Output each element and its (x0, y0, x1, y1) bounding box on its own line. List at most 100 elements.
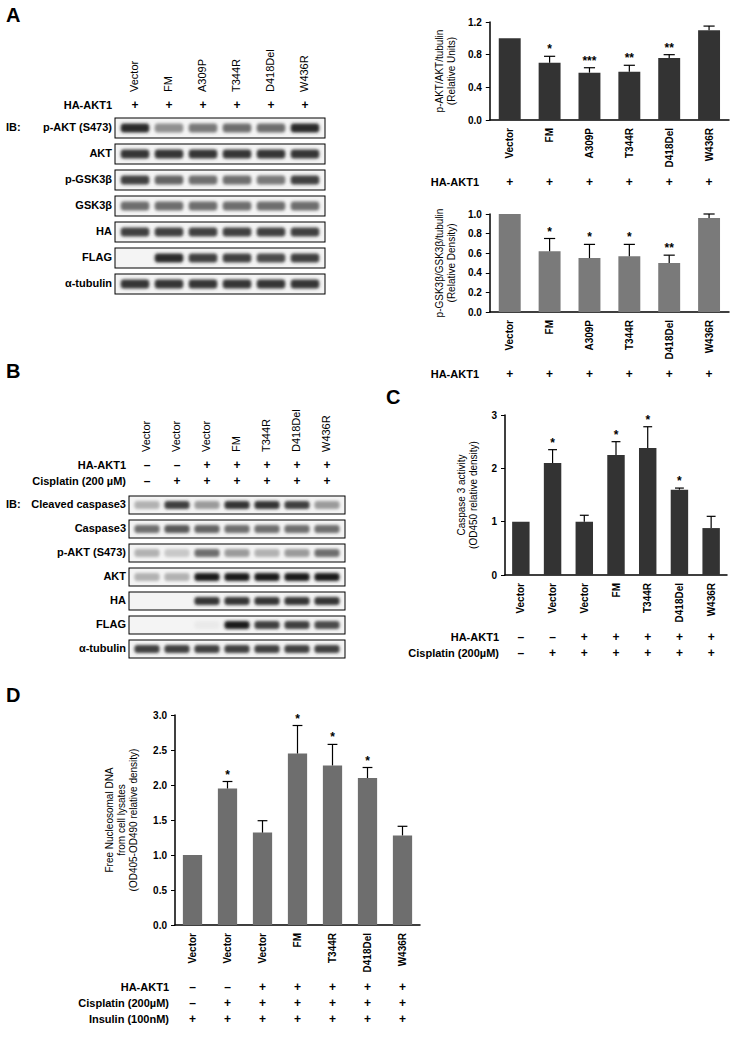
svg-text:*: * (365, 754, 370, 768)
svg-text:+: + (301, 98, 308, 112)
svg-text:HA-AKT1: HA-AKT1 (64, 99, 112, 111)
svg-text:GSK3β: GSK3β (75, 199, 112, 211)
svg-text:HA-AKT1: HA-AKT1 (78, 459, 126, 471)
svg-text:T344R: T344R (230, 59, 242, 92)
svg-text:+: + (293, 458, 300, 472)
svg-text:Vector: Vector (547, 583, 558, 614)
svg-text:*: * (627, 230, 632, 244)
svg-text:T344R: T344R (327, 932, 338, 963)
svg-text:0.0: 0.0 (468, 307, 482, 318)
svg-text:T344R: T344R (260, 419, 272, 452)
svg-text:+: + (506, 175, 513, 189)
svg-text:+: + (259, 996, 266, 1010)
svg-text:+: + (294, 996, 301, 1010)
svg-text:A309P: A309P (584, 320, 595, 351)
svg-text:+: + (706, 175, 713, 189)
svg-text:(Relative Units): (Relative Units) (446, 37, 457, 105)
svg-text:+: + (364, 980, 371, 994)
svg-text:Cisplatin (200µM): Cisplatin (200µM) (408, 647, 499, 659)
svg-text:0.6: 0.6 (468, 248, 482, 259)
svg-text:Vector: Vector (515, 583, 526, 614)
svg-text:*: * (295, 712, 300, 726)
svg-text:FLAG: FLAG (96, 618, 126, 630)
svg-text:D418Del: D418Del (664, 320, 675, 360)
svg-text:W436R: W436R (320, 415, 332, 452)
svg-text:Vector: Vector (504, 128, 515, 159)
svg-text:HA: HA (110, 594, 126, 606)
svg-text:+: + (293, 474, 300, 488)
svg-text:+: + (706, 367, 713, 381)
svg-text:p-AKT/AKT/tubulin: p-AKT/AKT/tubulin (434, 30, 445, 113)
svg-text:*: * (547, 225, 552, 239)
svg-text:D418Del: D418Del (362, 933, 373, 973)
svg-text:*: * (330, 730, 335, 744)
svg-text:Caspase 3 activity: Caspase 3 activity (456, 454, 467, 535)
svg-text:Insulin (100nM): Insulin (100nM) (89, 1013, 169, 1025)
svg-text:HA-AKT1: HA-AKT1 (431, 176, 479, 188)
svg-text:p-AKT (S473): p-AKT (S473) (43, 121, 112, 133)
svg-text:+: + (399, 980, 406, 994)
svg-text:+: + (199, 98, 206, 112)
svg-text:+: + (644, 630, 651, 644)
svg-text:W436R: W436R (397, 932, 408, 966)
svg-text:+: + (586, 175, 593, 189)
svg-text:+: + (203, 458, 210, 472)
svg-text:0.5: 0.5 (153, 885, 167, 896)
svg-text:T344R: T344R (624, 127, 635, 158)
svg-text:T344R: T344R (624, 319, 635, 350)
svg-text:FM: FM (611, 583, 622, 597)
svg-text:p-GSK3β: p-GSK3β (65, 173, 112, 185)
svg-text:Caspase3: Caspase3 (75, 522, 126, 534)
svg-text:–: – (518, 646, 525, 660)
svg-text:A309P: A309P (584, 128, 595, 159)
svg-text:1.0: 1.0 (153, 850, 167, 861)
svg-text:***: *** (582, 54, 596, 68)
svg-text:α-tubulin: α-tubulin (65, 277, 112, 289)
svg-text:+: + (399, 996, 406, 1010)
svg-text:A309P: A309P (196, 59, 208, 92)
svg-text:+: + (165, 98, 172, 112)
svg-text:+: + (233, 458, 240, 472)
svg-text:(Relative Density): (Relative Density) (446, 224, 457, 303)
svg-text:p-AKT (S473): p-AKT (S473) (57, 546, 126, 558)
svg-text:Vector: Vector (504, 320, 515, 351)
svg-text:W436R: W436R (298, 55, 310, 92)
svg-text:0.8: 0.8 (468, 49, 482, 60)
svg-text:–: – (144, 458, 151, 472)
svg-text:–: – (189, 980, 196, 994)
svg-text:+: + (626, 175, 633, 189)
svg-text:W436R: W436R (704, 127, 715, 161)
svg-text:+: + (203, 474, 210, 488)
svg-text:Vector: Vector (140, 420, 152, 452)
svg-text:+: + (364, 996, 371, 1010)
svg-text:+: + (329, 980, 336, 994)
svg-text:+: + (506, 367, 513, 381)
svg-text:1.5: 1.5 (153, 815, 167, 826)
svg-text:FM: FM (230, 436, 242, 452)
svg-text:FM: FM (544, 128, 555, 142)
svg-text:+: + (233, 98, 240, 112)
svg-text:+: + (676, 646, 683, 660)
svg-text:+: + (294, 1012, 301, 1026)
svg-text:from cell lysates: from cell lysates (116, 784, 127, 856)
svg-text:D418Del: D418Del (674, 583, 685, 623)
svg-text:Cisplatin (200 µM): Cisplatin (200 µM) (32, 475, 126, 487)
svg-text:+: + (224, 1012, 231, 1026)
svg-text:+: + (626, 367, 633, 381)
svg-text:*: * (550, 436, 555, 450)
svg-text:*: * (547, 42, 552, 56)
svg-text:Vector: Vector (187, 933, 198, 964)
svg-text:Vector: Vector (222, 933, 233, 964)
svg-text:1.2: 1.2 (468, 17, 482, 28)
svg-text:+: + (329, 1012, 336, 1026)
svg-text:B: B (6, 360, 20, 382)
svg-text:+: + (581, 646, 588, 660)
svg-text:+: + (294, 980, 301, 994)
svg-text:FM: FM (292, 933, 303, 947)
svg-text:IB:: IB: (6, 498, 21, 510)
svg-text:D418Del: D418Del (290, 409, 302, 452)
svg-text:+: + (546, 175, 553, 189)
svg-text:+: + (259, 1012, 266, 1026)
svg-text:3.0: 3.0 (153, 710, 167, 721)
svg-text:+: + (546, 367, 553, 381)
